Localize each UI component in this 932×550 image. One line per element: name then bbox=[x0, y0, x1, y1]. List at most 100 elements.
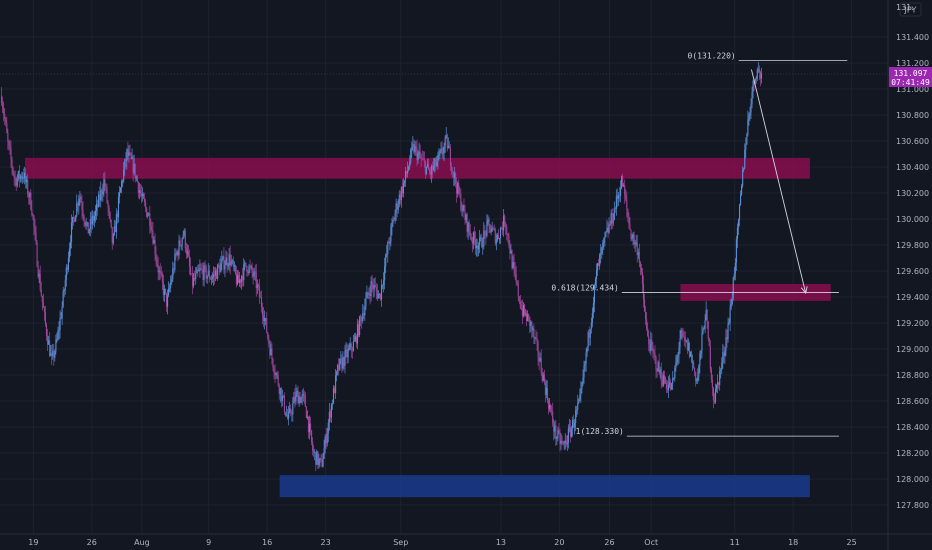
candle-body bbox=[220, 263, 222, 273]
candle-body bbox=[203, 265, 205, 280]
candle-body bbox=[185, 248, 187, 254]
candle-body bbox=[593, 285, 595, 304]
candle-body bbox=[533, 328, 535, 338]
candle-body bbox=[298, 396, 300, 404]
candle-body bbox=[571, 420, 574, 429]
candle-body bbox=[317, 451, 319, 465]
candle-body bbox=[543, 374, 545, 383]
candle-body bbox=[93, 215, 96, 221]
currency-label: JPY bbox=[904, 6, 917, 15]
candle-body bbox=[204, 265, 206, 267]
candle-body bbox=[127, 149, 129, 157]
candles-layer bbox=[1, 62, 762, 471]
time-axis[interactable]: 19 26 Aug 9 16 23 Sep 13 20 26 Oct 11 18 25 bbox=[28, 538, 856, 547]
candle-body bbox=[30, 192, 32, 210]
candle-body bbox=[636, 242, 638, 256]
candle-body bbox=[14, 177, 16, 179]
candle-body bbox=[432, 166, 434, 170]
candle-body bbox=[670, 382, 672, 390]
candle-body bbox=[349, 343, 351, 349]
candle-body bbox=[683, 336, 685, 338]
current-price-tag: 131.097 07:41:49 bbox=[889, 67, 932, 87]
candle-body bbox=[62, 291, 64, 307]
candle-body bbox=[652, 345, 654, 352]
candle-body bbox=[711, 379, 713, 389]
candle-body bbox=[738, 204, 741, 220]
current-price-value: 131.097 bbox=[894, 69, 928, 78]
candle-body bbox=[417, 153, 419, 161]
candle-body bbox=[270, 348, 272, 356]
candle-body bbox=[520, 308, 522, 309]
candle-body bbox=[74, 217, 76, 222]
candle-body bbox=[537, 342, 539, 357]
candle-body bbox=[242, 276, 244, 281]
candle-body bbox=[79, 197, 81, 199]
candle-body bbox=[577, 403, 579, 410]
candle-body bbox=[135, 176, 137, 179]
candle-body bbox=[21, 176, 24, 179]
x-tick-label: 26 bbox=[604, 538, 614, 547]
currency-badge[interactable] bbox=[899, 2, 922, 17]
candle-body bbox=[332, 388, 335, 404]
candle-body bbox=[351, 350, 353, 351]
candle-body bbox=[471, 239, 473, 244]
candle-body bbox=[696, 380, 698, 382]
y-tick-label: 131.400 bbox=[896, 33, 929, 42]
candle-body bbox=[360, 316, 362, 318]
candle-body bbox=[742, 169, 744, 187]
candle-body bbox=[589, 329, 591, 338]
candle-body bbox=[602, 242, 604, 248]
candle-body bbox=[277, 375, 279, 386]
candle-body bbox=[80, 197, 82, 203]
candle-body bbox=[540, 358, 542, 373]
candle-body bbox=[303, 394, 305, 396]
candle-body bbox=[639, 262, 641, 268]
candle-body bbox=[661, 380, 663, 386]
candle-body bbox=[413, 143, 415, 153]
candle-body bbox=[226, 257, 228, 266]
candle-body bbox=[672, 378, 674, 384]
candle-body bbox=[325, 436, 327, 444]
candle-body bbox=[668, 384, 670, 390]
candle-body bbox=[118, 192, 121, 197]
candle-body bbox=[415, 146, 417, 148]
candle-body bbox=[1, 95, 3, 104]
candle-body bbox=[694, 368, 696, 372]
x-tick-label: Sep bbox=[393, 538, 408, 547]
candle-body bbox=[734, 262, 736, 274]
candle-body bbox=[499, 228, 502, 239]
candle-body bbox=[100, 190, 102, 201]
candle-body bbox=[720, 369, 722, 371]
candle-body bbox=[484, 230, 486, 232]
candle-body bbox=[420, 156, 422, 159]
candle-body bbox=[419, 151, 421, 157]
price-axis[interactable]: 131.400 131.200 131.000 130.800 130.600 130.4… bbox=[896, 33, 929, 510]
candle-body bbox=[291, 413, 293, 415]
candle-body bbox=[648, 336, 650, 345]
candle-body bbox=[436, 162, 438, 167]
candle-body bbox=[321, 459, 323, 467]
candle-body bbox=[26, 179, 28, 183]
candle-body bbox=[223, 256, 225, 270]
y-tick-label: 129.200 bbox=[896, 319, 929, 328]
candle-body bbox=[462, 204, 464, 211]
candle-body bbox=[266, 318, 268, 333]
candle-body bbox=[58, 330, 60, 331]
candle-body bbox=[748, 115, 750, 120]
candle-body bbox=[757, 69, 759, 70]
candle-body bbox=[122, 181, 124, 182]
candle-body bbox=[311, 430, 313, 443]
candle-body bbox=[69, 242, 72, 249]
candle-body bbox=[440, 148, 442, 151]
candle-body bbox=[423, 159, 425, 162]
candle-body bbox=[138, 190, 140, 193]
candle-body bbox=[598, 263, 600, 266]
candle-body bbox=[68, 248, 70, 259]
candle-body bbox=[285, 414, 288, 416]
candle-body bbox=[290, 408, 292, 414]
candle-body bbox=[271, 348, 273, 359]
candle-body bbox=[197, 269, 199, 272]
candle-body bbox=[27, 179, 29, 195]
candle-body bbox=[469, 231, 471, 238]
